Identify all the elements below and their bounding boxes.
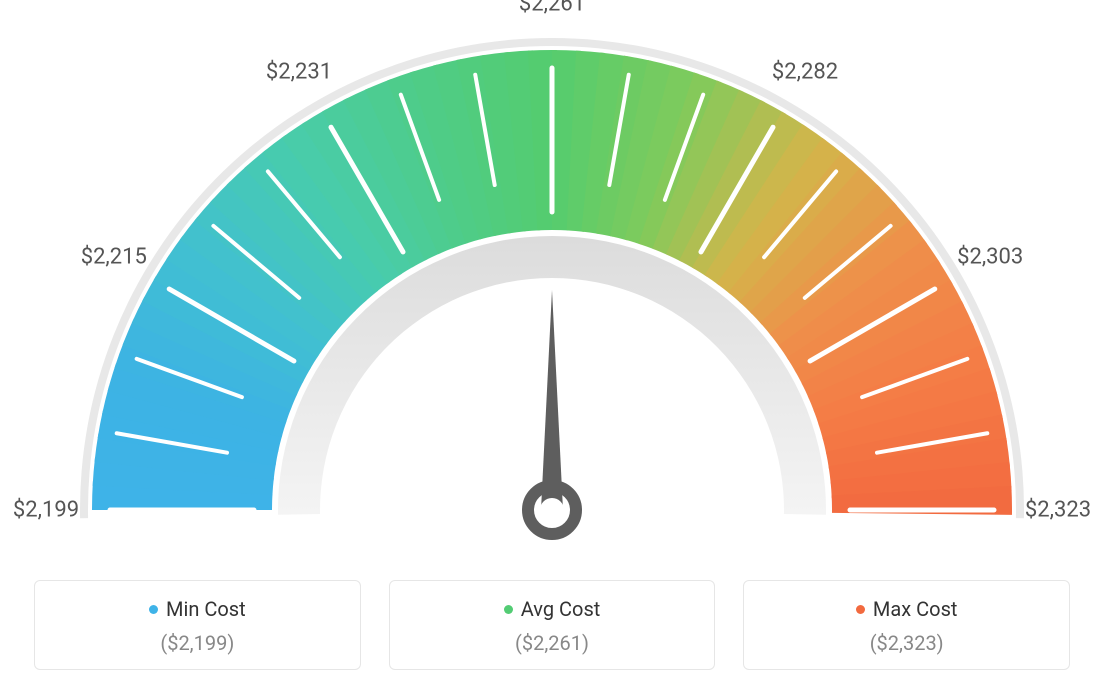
gauge-tick-label: $2,261 <box>519 0 585 17</box>
max-cost-value: ($2,323) <box>754 631 1059 655</box>
avg-cost-dot <box>504 605 513 614</box>
avg-cost-label: Avg Cost <box>521 597 601 621</box>
max-cost-header: Max Cost <box>856 597 958 621</box>
gauge-tick-label: $2,215 <box>81 245 147 270</box>
min-cost-value: ($2,199) <box>45 631 350 655</box>
cost-gauge-widget: $2,199 $2,215 $2,231 $2,261 $2,282 $2,303 $2,3… <box>0 0 1104 690</box>
gauge-tick-label: $2,199 <box>13 498 79 523</box>
gauge-tick-label: $2,231 <box>266 59 332 84</box>
avg-cost-value: ($2,261) <box>400 631 705 655</box>
min-cost-card: Min Cost ($2,199) <box>34 580 361 670</box>
avg-cost-header: Avg Cost <box>504 597 601 621</box>
min-cost-dot <box>149 605 158 614</box>
max-cost-label: Max Cost <box>873 597 958 621</box>
min-cost-label: Min Cost <box>166 597 246 621</box>
gauge-tick-label: $2,323 <box>1025 498 1091 523</box>
summary-cards-row: Min Cost ($2,199) Avg Cost ($2,261) Max … <box>0 580 1104 670</box>
gauge-chart: $2,199 $2,215 $2,231 $2,261 $2,282 $2,303 $2,3… <box>0 0 1104 560</box>
min-cost-header: Min Cost <box>149 597 246 621</box>
max-cost-dot <box>856 605 865 614</box>
avg-cost-card: Avg Cost ($2,261) <box>389 580 716 670</box>
gauge-tick-label: $2,303 <box>957 245 1023 270</box>
max-cost-card: Max Cost ($2,323) <box>743 580 1070 670</box>
gauge-tick-label: $2,282 <box>772 59 838 84</box>
gauge-svg <box>0 0 1104 560</box>
